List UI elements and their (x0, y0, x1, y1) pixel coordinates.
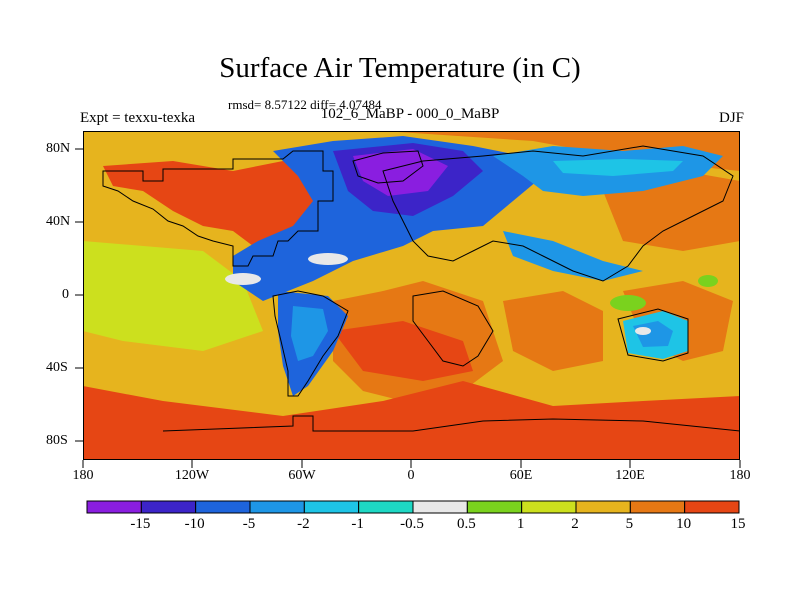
colorbar-swatch (140, 500, 197, 514)
axis-ticks (75, 148, 741, 468)
colorbar-swatch (86, 500, 142, 514)
colorbar-label: -2 (297, 516, 310, 532)
colorbar-swatch (575, 500, 631, 514)
lon-label-180w: 180 (72, 468, 94, 483)
colorbar-swatch (466, 500, 523, 514)
colorbar-label: -15 (130, 516, 151, 532)
lon-label-0: 0 (407, 468, 415, 483)
experiment-label: Expt = texxu-texka (80, 110, 196, 126)
colorbar-swatch (303, 500, 360, 514)
stats-line: rmsd= 8.57122 diff= 4.07484 (228, 97, 382, 112)
season-label: DJF (718, 110, 744, 126)
colorbar-label: -5 (242, 516, 256, 532)
colorbar-swatch (629, 500, 686, 514)
colorbar-swatch (195, 500, 251, 514)
colorbar-label: 5 (625, 516, 634, 532)
colorbar-swatch (412, 500, 468, 514)
colorbar-label: 15 (730, 516, 746, 532)
colorbar-label: 1 (516, 516, 525, 532)
colorbar-label: -10 (184, 516, 205, 532)
temperature-map (83, 131, 740, 460)
lat-label-80n: 80N (46, 141, 71, 156)
colorbar-label: 10 (676, 516, 692, 532)
colorbar (86, 500, 740, 514)
map-title: Surface Air Temperature (in C) (219, 52, 581, 84)
lon-label-60w: 60W (288, 468, 316, 483)
colorbar-label: 2 (571, 516, 579, 532)
colorbar-label: -0.5 (400, 516, 424, 532)
lon-label-120e: 120E (615, 468, 645, 483)
lat-label-80s: 80S (46, 433, 68, 448)
map-subtitle: 102_6_MaBP - 000_0_MaBP (320, 106, 500, 122)
colorbar-swatch (521, 500, 577, 514)
colorbar-swatch (358, 500, 414, 514)
lat-label-40s: 40S (46, 360, 68, 375)
colorbar-swatch (249, 500, 305, 514)
lon-label-180e: 180 (729, 468, 751, 483)
colorbar-label: -1 (351, 516, 364, 532)
lon-label-120w: 120W (174, 468, 210, 483)
lat-label-eq: 0 (62, 287, 69, 302)
colorbar-label: 0.5 (456, 516, 476, 532)
colorbar-swatch (684, 500, 740, 514)
lat-label-40n: 40N (46, 214, 71, 229)
lon-label-60e: 60E (509, 468, 533, 483)
